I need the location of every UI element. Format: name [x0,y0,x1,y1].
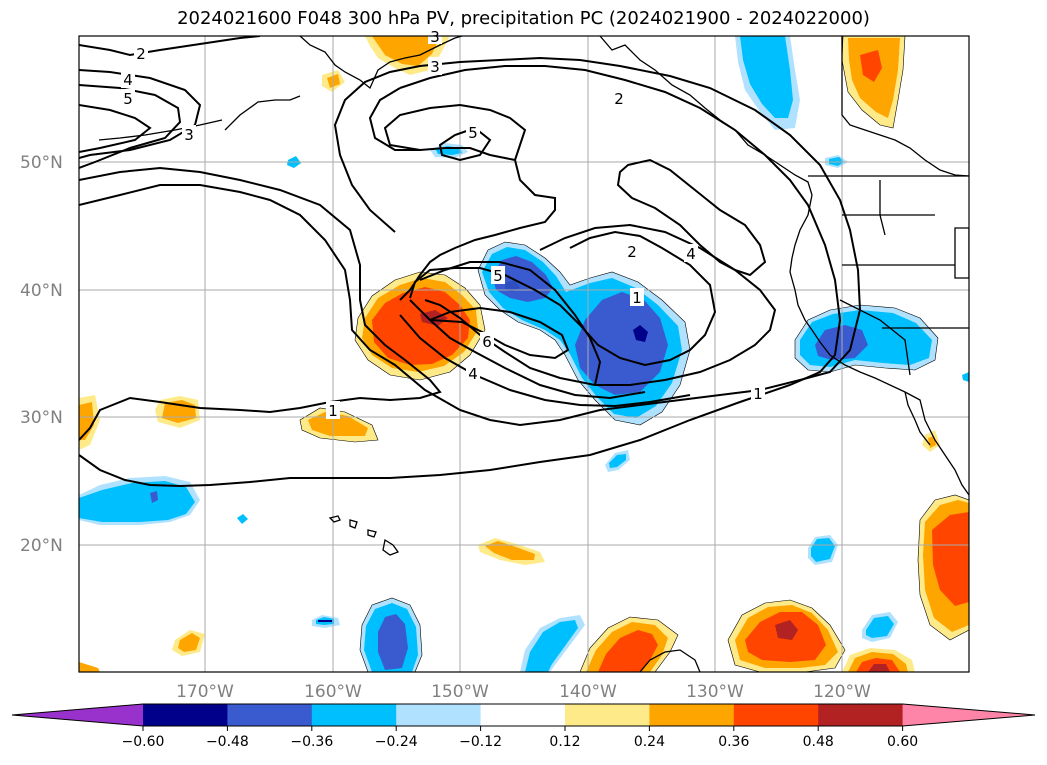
lon-label-150w: 150°W [431,682,489,702]
colorbar-segment [311,704,397,726]
colorbar-segment [396,704,482,726]
lon-label-160w: 160°W [304,682,362,702]
gridlines [79,36,969,672]
lat-label-20n: 20°N [20,536,63,556]
longitude-labels: 170°W 160°W 150°W 140°W 130°W 120°W [176,682,871,702]
colorbar-segment [649,704,735,726]
colorbar: −0.60 −0.48 −0.36 −0.24 −0.12 0.12 0.24 0.36 0.4… [11,703,1036,750]
contour-label: 6 [482,333,492,351]
contour-label: 1 [632,289,642,307]
colorbar-tick-label: 0.60 [887,734,918,750]
contour-label: 5 [493,267,503,285]
contour-label: 5 [123,90,133,108]
colorbar-tick-label: 0.36 [718,734,749,750]
lon-label-140w: 140°W [559,682,617,702]
lon-label-130w: 130°W [686,682,744,702]
contour-label: 2 [627,243,637,261]
map-title: 2024021600 F048 300 hPa PV, precipitatio… [177,8,870,29]
colorbar-segment [480,704,566,726]
colorbar-tick-label: −0.24 [375,734,418,750]
contour-label: 5 [468,124,478,142]
colorbar-segment [565,704,650,726]
colorbar-tick-label: −0.60 [122,734,165,750]
lon-label-170w: 170°W [176,682,234,702]
lon-label-120w: 120°W [813,682,871,702]
lat-label-30n: 30°N [20,408,63,428]
colorbar-tick-label: −0.12 [459,734,502,750]
colorbar-tick-label: 0.12 [549,734,580,750]
precip-positive [79,36,969,672]
colorbar-segment [733,704,819,726]
contour-label: 3 [184,126,194,144]
colorbar-tick-label: −0.48 [206,734,249,750]
map-area [79,36,969,672]
contour-label: 4 [468,365,478,383]
colorbar-segment [818,704,904,726]
contour-label: 2 [614,90,624,108]
map-frame [78,35,970,673]
contour-label: 3 [430,58,440,76]
colorbar-tick-label: 0.24 [634,734,665,750]
contour-label: 2 [136,45,146,63]
pv-contours [79,36,862,488]
contour-labels: 2 4 5 3 3 3 5 2 5 2 4 1 6 4 1 1 [121,28,765,420]
contour-label: 4 [686,245,696,263]
lat-label-50n: 50°N [20,153,63,173]
colorbar-extend-min [12,704,143,726]
contour-label: 3 [430,28,440,46]
colorbar-extend-max [902,704,1035,726]
colorbar-tick-label: −0.36 [290,734,333,750]
contour-label: 4 [123,71,133,89]
latitude-labels: 50°N 40°N 30°N 20°N [20,153,63,556]
colorbar-segment [227,704,313,726]
colorbar-tick-label: 0.48 [803,734,834,750]
contour-label: 1 [328,402,338,420]
colorbar-segment [143,704,228,726]
lat-label-40n: 40°N [20,281,63,301]
precip-outlines [299,36,969,672]
contour-label: 1 [753,385,763,403]
